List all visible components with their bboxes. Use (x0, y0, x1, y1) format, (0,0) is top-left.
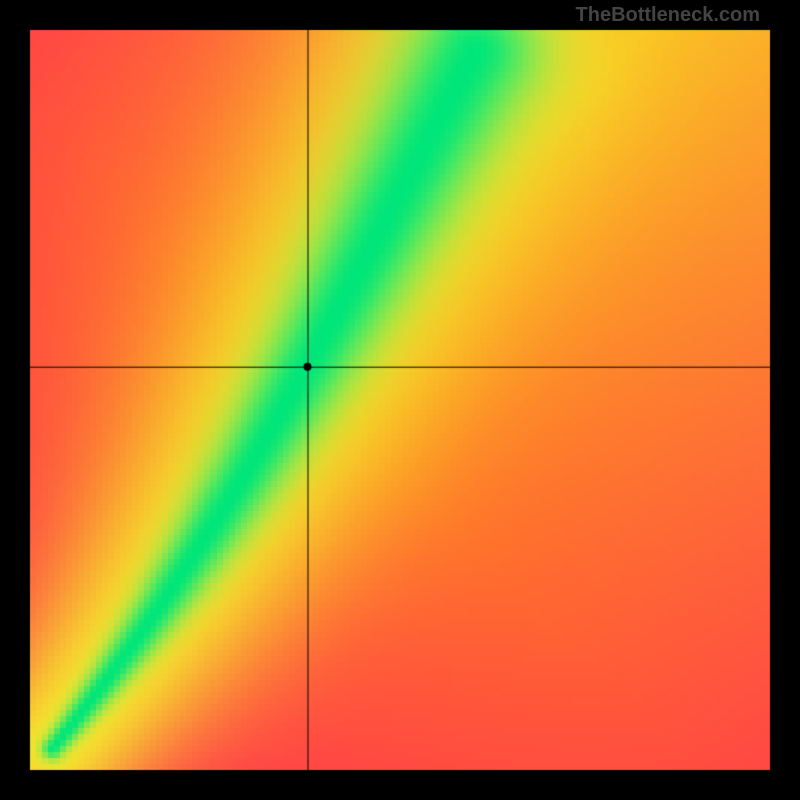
watermark-text: TheBottleneck.com (576, 4, 760, 27)
heatmap-canvas (0, 0, 800, 800)
chart-container: TheBottleneck.com (0, 0, 800, 800)
